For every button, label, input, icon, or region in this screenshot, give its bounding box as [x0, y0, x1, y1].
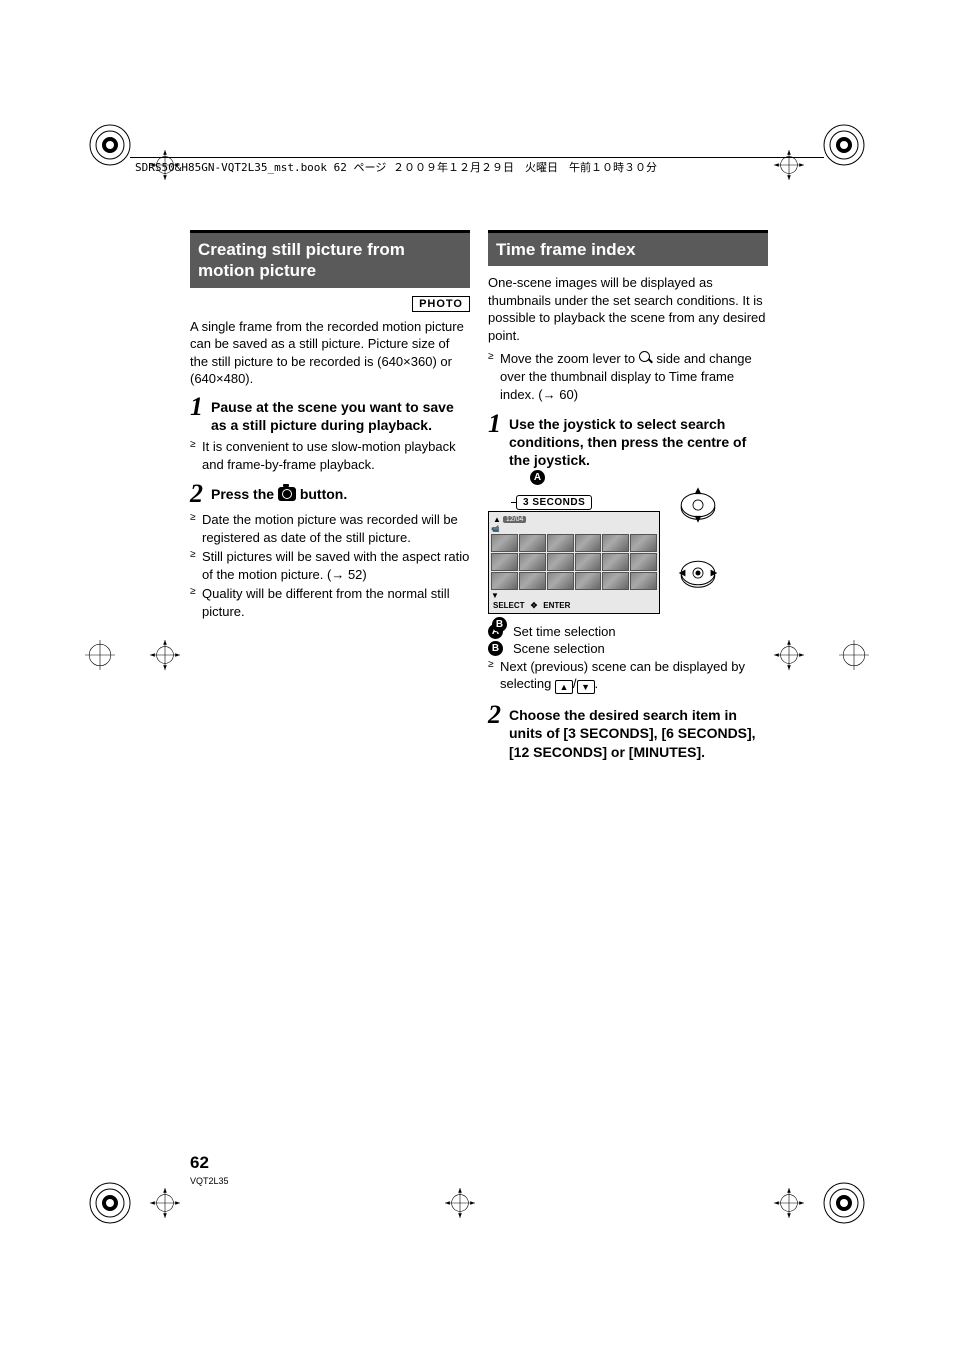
step-1: 1 Pause at the scene you want to save as…: [190, 394, 470, 434]
joystick-horizontal-icon: [677, 552, 719, 594]
bullet-list: Move the zoom lever to side and change o…: [488, 350, 768, 403]
intro-text: One-scene images will be displayed as th…: [488, 274, 768, 344]
thumbnail: [547, 572, 574, 590]
crosshair-icon: [774, 1188, 804, 1218]
step-title-pre: Press the: [211, 486, 278, 502]
step-number: 1: [190, 394, 203, 420]
section-title-right: Time frame index: [488, 230, 768, 266]
content-area: Creating still picture from motion pictu…: [190, 230, 770, 765]
time-pill: 3 SECONDS: [516, 495, 592, 510]
header-filename: SDRS50&H85GN-VQT2L35_mst.book 62 ページ ２００…: [135, 159, 657, 175]
thumbnail: [519, 553, 546, 571]
registration-mark-icon: [85, 120, 135, 170]
legend-text: Set time selection: [513, 624, 616, 639]
step-title: Press the button.: [211, 481, 347, 503]
bullet-item: Move the zoom lever to side and change o…: [488, 350, 768, 403]
thumbnail: [491, 553, 518, 571]
bullet-list: Next (previous) scene can be displayed b…: [488, 658, 768, 695]
bullet-item: Next (previous) scene can be displayed b…: [488, 658, 768, 695]
step-title-post: button.: [300, 486, 347, 502]
device-screen: A 3 SECONDS ▲ 12/04 📹: [488, 480, 663, 614]
legend-b: B Scene selection: [488, 641, 768, 656]
select-label: SELECT: [493, 601, 525, 610]
page-number: 62: [190, 1153, 209, 1173]
registration-mark-icon: [819, 120, 869, 170]
step-number: 2: [488, 702, 501, 728]
bullet-list: Date the motion picture was recorded wil…: [190, 511, 470, 620]
thumbnail: [519, 572, 546, 590]
step-2: 2 Press the button.: [190, 481, 470, 507]
crosshair-icon: [774, 640, 804, 670]
triangle-up-icon: ▲: [493, 515, 501, 524]
registration-mark-icon: [839, 640, 869, 670]
label-b-icon: B: [488, 641, 503, 656]
thumbnail: [547, 534, 574, 552]
step-1: 1 Use the joystick to select search cond…: [488, 411, 768, 470]
thumbnail: [630, 572, 657, 590]
photo-badge: PHOTO: [412, 296, 470, 312]
registration-mark-icon: [85, 640, 115, 670]
bullet-post: .: [595, 676, 599, 691]
thumbnail-grid: [491, 534, 657, 590]
section-title-left: Creating still picture from motion pictu…: [190, 230, 470, 288]
step-2: 2 Choose the desired search item in unit…: [488, 702, 768, 761]
thumbnail: [630, 553, 657, 571]
magnify-icon: [639, 351, 653, 365]
thumbnail: [519, 534, 546, 552]
thumbnail: [630, 534, 657, 552]
step-number: 2: [190, 481, 203, 507]
crosshair-icon: [774, 150, 804, 180]
document-code: VQT2L35: [190, 1176, 229, 1186]
bullet-list: It is convenient to use slow-motion play…: [190, 438, 470, 473]
crosshair-icon: [150, 1188, 180, 1218]
manual-page: SDRS50&H85GN-VQT2L35_mst.book 62 ページ ２００…: [0, 0, 954, 1348]
registration-mark-icon: [819, 1178, 869, 1228]
thumbnail: [491, 572, 518, 590]
bullet-item: Still pictures will be saved with the as…: [190, 548, 470, 583]
legend-text: Scene selection: [513, 641, 605, 656]
registration-mark-icon: [85, 1178, 135, 1228]
thumbnail: [575, 534, 602, 552]
left-column: Creating still picture from motion pictu…: [190, 230, 470, 765]
thumbnail: [602, 553, 629, 571]
step-title: Choose the desired search item in units …: [509, 702, 768, 761]
step-title: Use the joystick to select search condit…: [509, 411, 768, 470]
right-column: Time frame index One-scene images will b…: [488, 230, 768, 765]
thumbnail: [575, 572, 602, 590]
bullet-pre: Move the zoom lever to: [500, 351, 639, 366]
thumbnail: [602, 534, 629, 552]
arrow-up-box-icon: ▲: [555, 680, 573, 694]
device-figure: A 3 SECONDS ▲ 12/04 📹: [488, 480, 768, 614]
label-b-icon: B: [492, 617, 507, 632]
joystick-glyph-icon: ✥: [531, 601, 538, 610]
screen-body: ▲ 12/04 📹: [488, 511, 660, 614]
camera-icon: [278, 487, 296, 501]
step-title: Pause at the scene you want to save as a…: [211, 394, 470, 434]
legend-a: A Set time selection: [488, 624, 768, 639]
step-number: 1: [488, 411, 501, 437]
label-a-icon: A: [530, 470, 545, 485]
bullet-pre: Next (previous) scene can be displayed b…: [500, 659, 745, 692]
arrow-down-box-icon: ▼: [577, 680, 595, 694]
crosshair-icon: [445, 1188, 475, 1218]
joystick-vertical-icon: [677, 484, 719, 526]
thumbnail: [547, 553, 574, 571]
bullet-item: It is convenient to use slow-motion play…: [190, 438, 470, 473]
header-rule: [130, 157, 824, 158]
intro-text: A single frame from the recorded motion …: [190, 318, 470, 388]
thumbnail: [602, 572, 629, 590]
joystick-diagrams: [677, 480, 719, 594]
bullet-item: Quality will be different from the norma…: [190, 585, 470, 620]
bullet-item: Date the motion picture was recorded wil…: [190, 511, 470, 546]
thumbnail: [491, 534, 518, 552]
crosshair-icon: [150, 640, 180, 670]
thumbnail: [575, 553, 602, 571]
mini-date: 12/04: [503, 516, 527, 523]
enter-label: ENTER: [543, 601, 570, 610]
